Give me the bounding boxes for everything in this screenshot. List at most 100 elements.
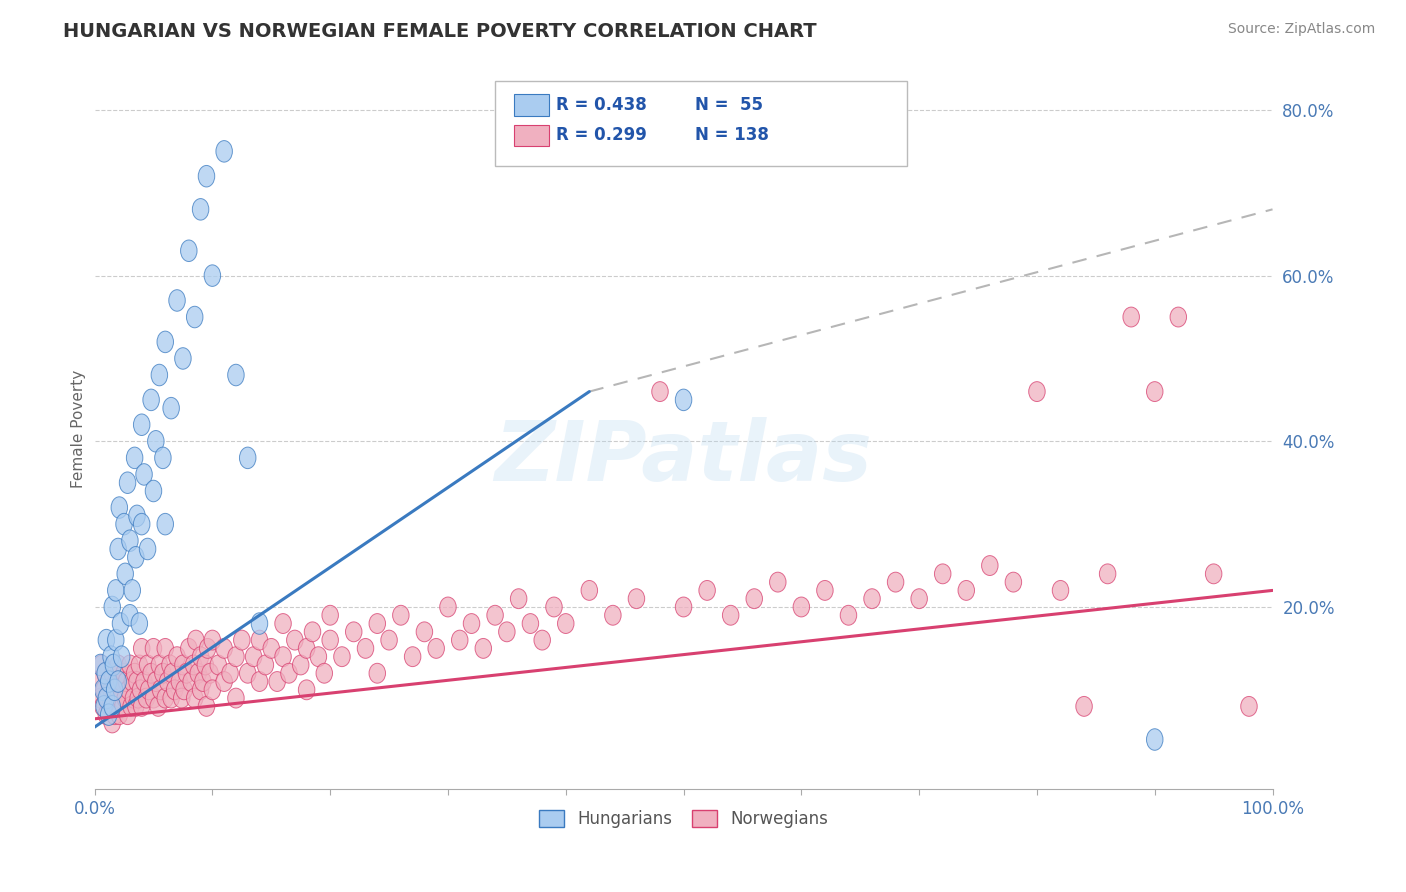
Ellipse shape (111, 705, 128, 724)
Ellipse shape (298, 680, 315, 699)
Ellipse shape (96, 680, 112, 699)
Ellipse shape (793, 597, 810, 617)
Text: N = 138: N = 138 (696, 126, 769, 144)
Ellipse shape (169, 290, 186, 311)
Ellipse shape (935, 564, 950, 583)
Ellipse shape (112, 613, 129, 634)
Ellipse shape (176, 680, 193, 699)
Ellipse shape (143, 664, 159, 683)
Ellipse shape (162, 655, 179, 675)
Ellipse shape (101, 697, 118, 716)
Ellipse shape (148, 431, 165, 452)
Ellipse shape (193, 199, 209, 220)
Ellipse shape (174, 348, 191, 369)
Ellipse shape (981, 556, 998, 575)
Ellipse shape (957, 581, 974, 600)
Ellipse shape (179, 664, 194, 683)
Ellipse shape (723, 606, 740, 625)
Ellipse shape (475, 639, 492, 658)
Ellipse shape (1076, 697, 1092, 716)
Ellipse shape (152, 680, 169, 699)
Ellipse shape (136, 464, 152, 485)
Ellipse shape (322, 630, 339, 650)
Ellipse shape (204, 680, 221, 699)
Ellipse shape (94, 697, 111, 716)
Ellipse shape (111, 497, 128, 518)
Ellipse shape (217, 672, 232, 691)
Ellipse shape (145, 480, 162, 502)
Ellipse shape (186, 655, 202, 675)
Ellipse shape (187, 630, 204, 650)
Ellipse shape (233, 630, 250, 650)
Text: ZIPatlas: ZIPatlas (495, 417, 873, 499)
Ellipse shape (416, 622, 433, 641)
Ellipse shape (107, 679, 122, 700)
Ellipse shape (1170, 307, 1187, 327)
Ellipse shape (103, 646, 120, 667)
Ellipse shape (180, 639, 197, 658)
Ellipse shape (747, 589, 762, 608)
Ellipse shape (163, 688, 180, 708)
Ellipse shape (451, 630, 468, 650)
Ellipse shape (136, 672, 152, 691)
Ellipse shape (427, 639, 444, 658)
Ellipse shape (120, 472, 136, 493)
Ellipse shape (157, 639, 173, 658)
Ellipse shape (120, 705, 136, 724)
Ellipse shape (165, 664, 180, 683)
Text: N =  55: N = 55 (696, 95, 763, 113)
Ellipse shape (228, 688, 245, 708)
Ellipse shape (311, 647, 326, 666)
Ellipse shape (134, 639, 150, 658)
Ellipse shape (546, 597, 562, 617)
Ellipse shape (699, 581, 716, 600)
Text: HUNGARIAN VS NORWEGIAN FEMALE POVERTY CORRELATION CHART: HUNGARIAN VS NORWEGIAN FEMALE POVERTY CO… (63, 22, 817, 41)
Ellipse shape (333, 647, 350, 666)
Ellipse shape (98, 630, 115, 651)
Ellipse shape (105, 654, 122, 676)
Ellipse shape (115, 697, 131, 716)
Ellipse shape (107, 630, 124, 651)
Ellipse shape (534, 630, 550, 650)
Ellipse shape (127, 447, 143, 468)
Ellipse shape (628, 589, 645, 608)
Ellipse shape (1123, 307, 1139, 327)
Ellipse shape (134, 697, 150, 716)
Ellipse shape (157, 688, 173, 708)
Ellipse shape (134, 414, 150, 435)
Ellipse shape (257, 655, 274, 675)
Ellipse shape (346, 622, 361, 641)
Ellipse shape (163, 398, 180, 419)
Ellipse shape (204, 630, 221, 650)
Ellipse shape (131, 655, 148, 675)
Ellipse shape (581, 581, 598, 600)
Ellipse shape (143, 389, 159, 410)
Ellipse shape (128, 697, 143, 716)
Ellipse shape (118, 672, 135, 691)
Ellipse shape (499, 622, 515, 641)
Ellipse shape (145, 639, 162, 658)
Ellipse shape (200, 639, 217, 658)
Ellipse shape (675, 389, 692, 410)
Ellipse shape (115, 664, 132, 683)
Ellipse shape (125, 688, 142, 708)
Ellipse shape (145, 688, 162, 708)
Ellipse shape (252, 672, 267, 691)
Ellipse shape (115, 514, 132, 535)
Ellipse shape (93, 655, 110, 675)
Ellipse shape (197, 655, 214, 675)
Ellipse shape (134, 514, 150, 535)
Ellipse shape (217, 141, 232, 162)
Ellipse shape (486, 606, 503, 625)
Ellipse shape (1029, 382, 1045, 401)
Ellipse shape (222, 664, 238, 683)
Ellipse shape (193, 647, 209, 666)
Ellipse shape (150, 655, 167, 675)
Ellipse shape (159, 672, 176, 691)
Ellipse shape (558, 614, 574, 633)
Ellipse shape (97, 664, 114, 683)
Ellipse shape (110, 680, 127, 699)
Ellipse shape (174, 655, 191, 675)
Ellipse shape (381, 630, 398, 650)
Ellipse shape (98, 705, 115, 724)
